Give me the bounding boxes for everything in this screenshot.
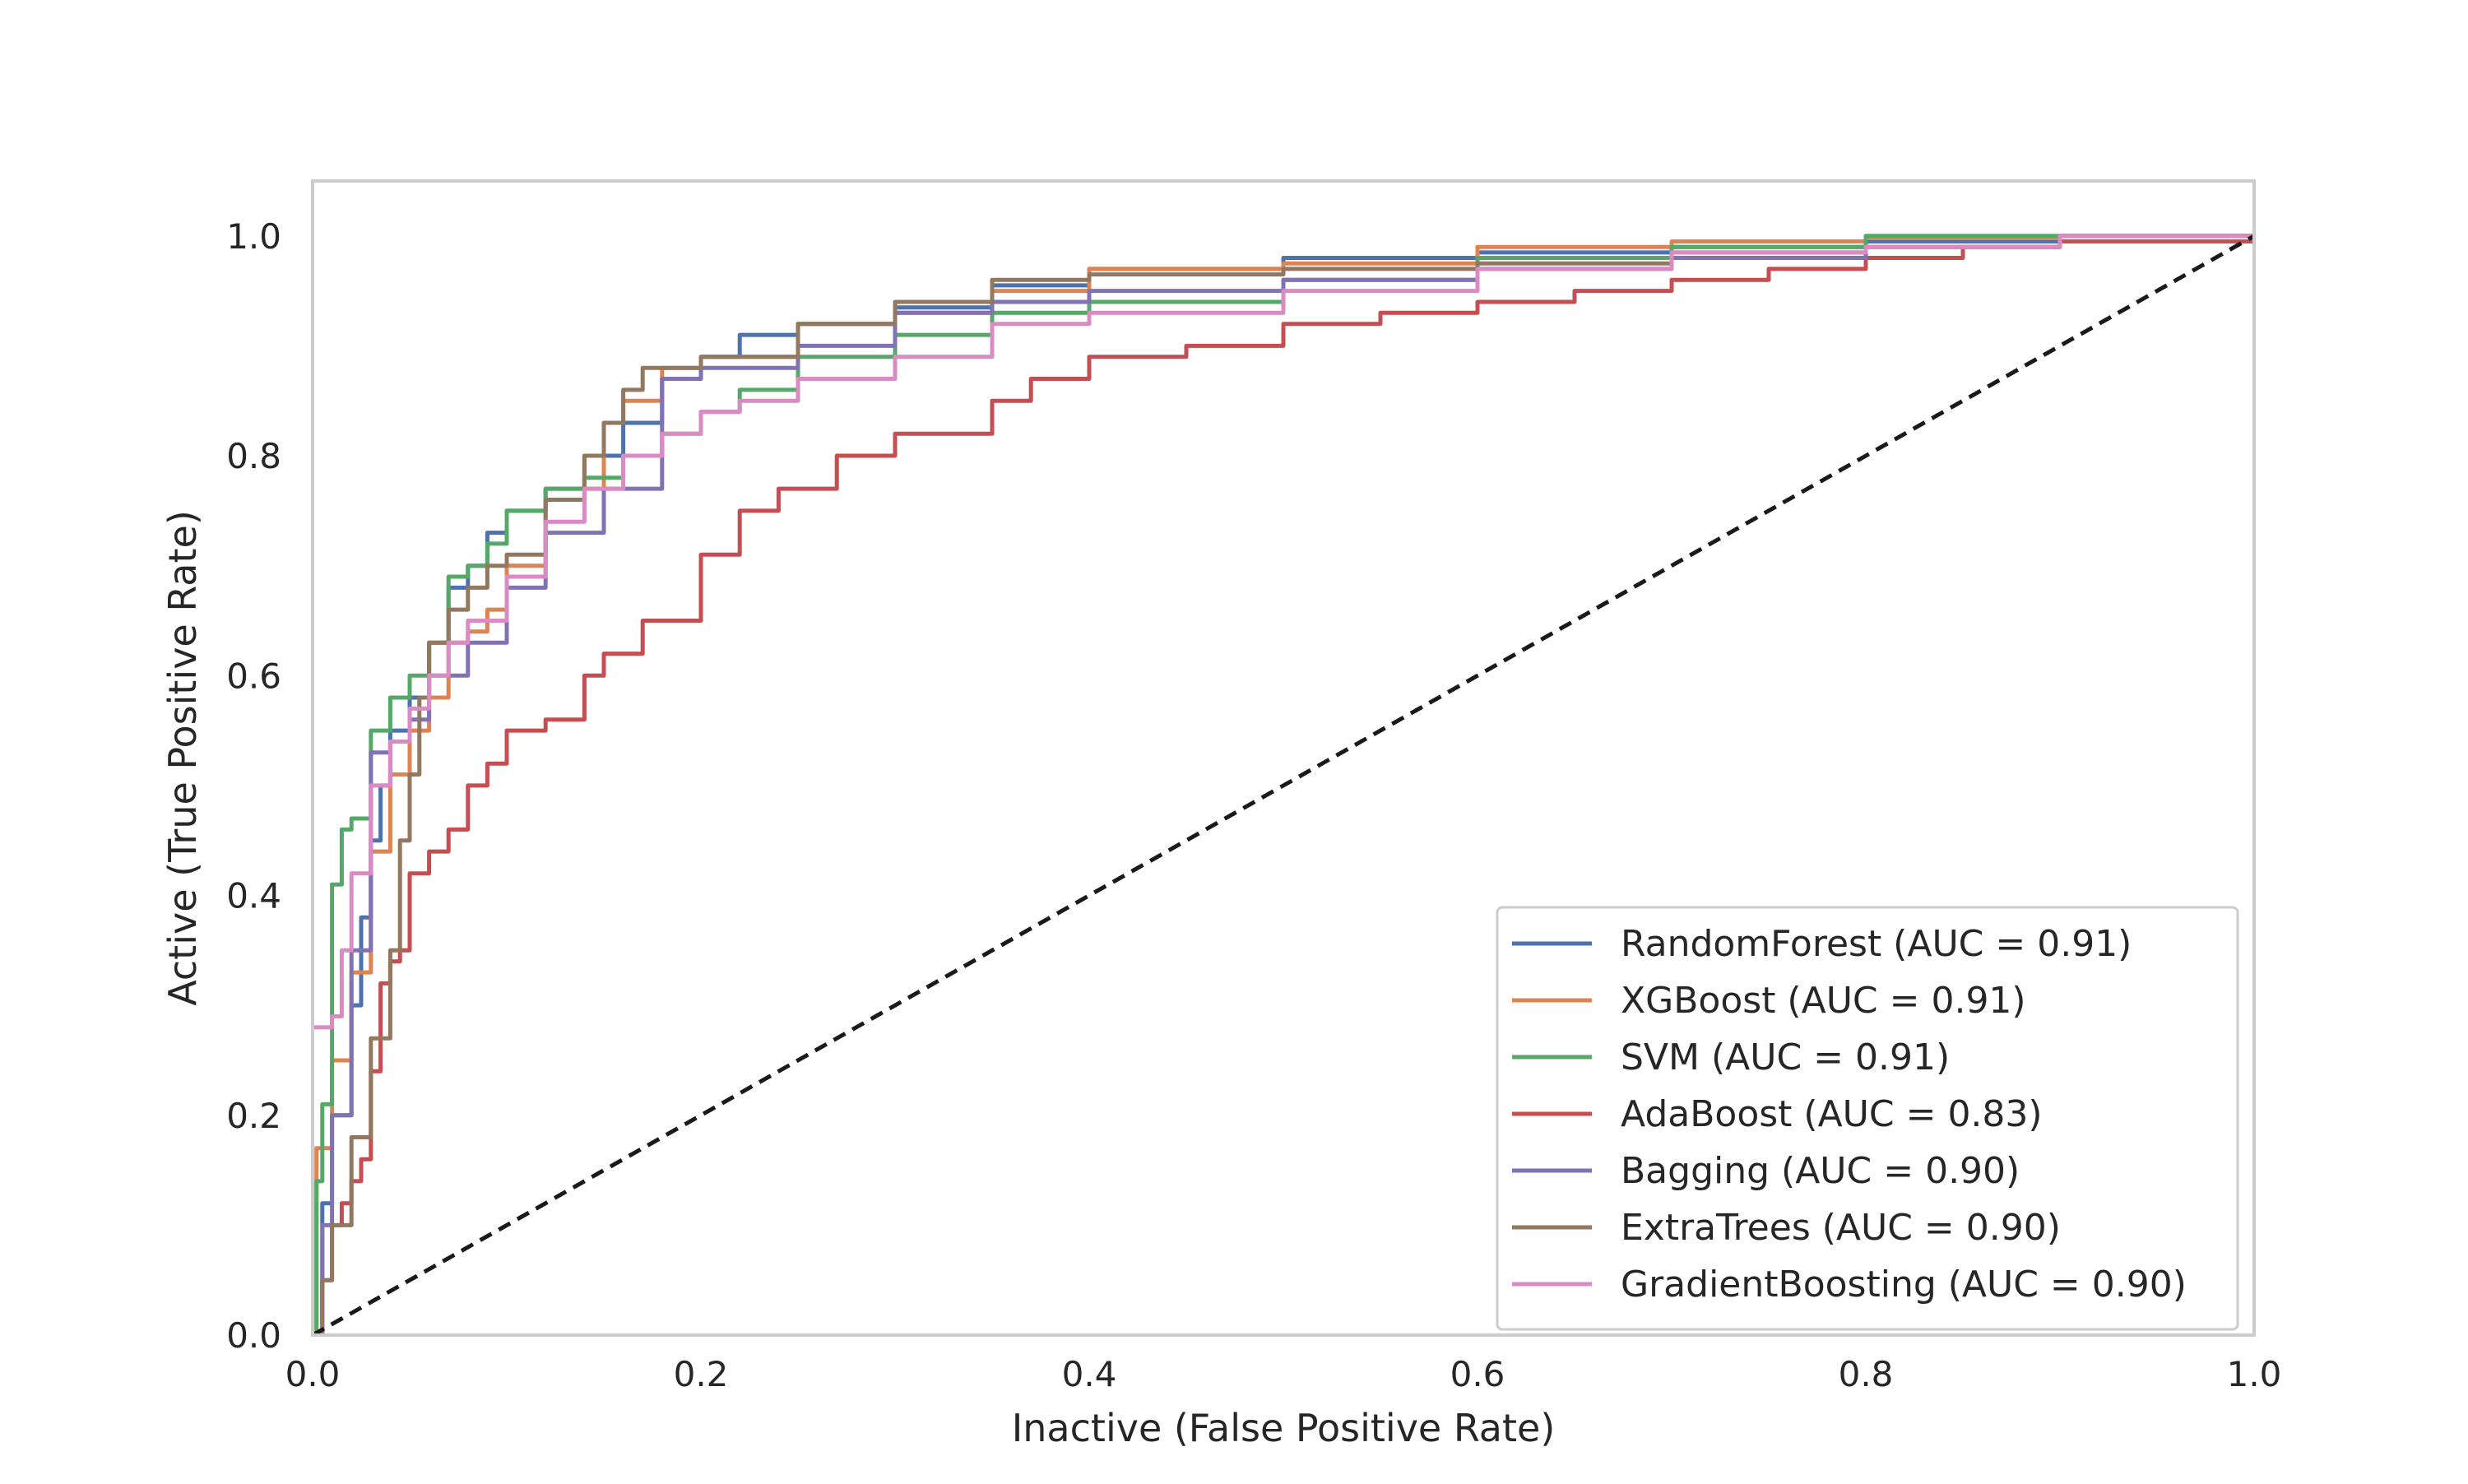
y-tick-label: 0.0: [226, 1315, 281, 1356]
legend-box: [1496, 906, 2239, 1331]
axes: 0.0 0.2 0.4 0.6 0.8 1.0 0.0 0.2 0.4 0.6 0.8 1.0: [226, 179, 2282, 1394]
legend-label: RandomForest (AUC = 0.91): [1621, 923, 2132, 965]
legend-label: AdaBoost (AUC = 0.83): [1621, 1093, 2043, 1135]
x-tick-label: 1.0: [2227, 1354, 2282, 1394]
y-tick-label: 0.8: [226, 436, 281, 476]
legend: RandomForest (AUC = 0.91) XGBoost (AUC = …: [1496, 906, 2239, 1331]
diagonal-reference-line: [313, 234, 2254, 1335]
series-line-6: [313, 234, 2254, 1030]
x-tick-label: 0.2: [674, 1354, 729, 1394]
y-axis-label: Active (True Positive Rate): [160, 510, 205, 1006]
curves: [313, 234, 2254, 1335]
y-tick-label: 1.0: [226, 216, 281, 257]
x-axis-label: Inactive (False Positive Rate): [1012, 1406, 1556, 1450]
axes-frame: [311, 179, 2256, 1337]
x-tick-label: 0.4: [1062, 1354, 1117, 1394]
x-tick-label: 0.6: [1450, 1354, 1505, 1394]
y-tick-label: 0.6: [226, 656, 281, 696]
x-tick-label: 0.0: [285, 1354, 341, 1394]
legend-label: ExtraTrees (AUC = 0.90): [1621, 1207, 2061, 1249]
legend-label: XGBoost (AUC = 0.91): [1621, 980, 2026, 1022]
y-tick-label: 0.2: [226, 1096, 281, 1136]
series-line-5: [313, 234, 2254, 1335]
x-tick-label: 0.8: [1839, 1354, 1894, 1394]
series-line-2: [313, 234, 2254, 1335]
y-tick-label: 0.4: [226, 876, 281, 916]
series-line-3: [313, 235, 2254, 1335]
legend-label: SVM (AUC = 0.91): [1621, 1036, 1950, 1078]
legend-label: GradientBoosting (AUC = 0.90): [1621, 1264, 2187, 1305]
legend-label: Bagging (AUC = 0.90): [1621, 1150, 2020, 1192]
